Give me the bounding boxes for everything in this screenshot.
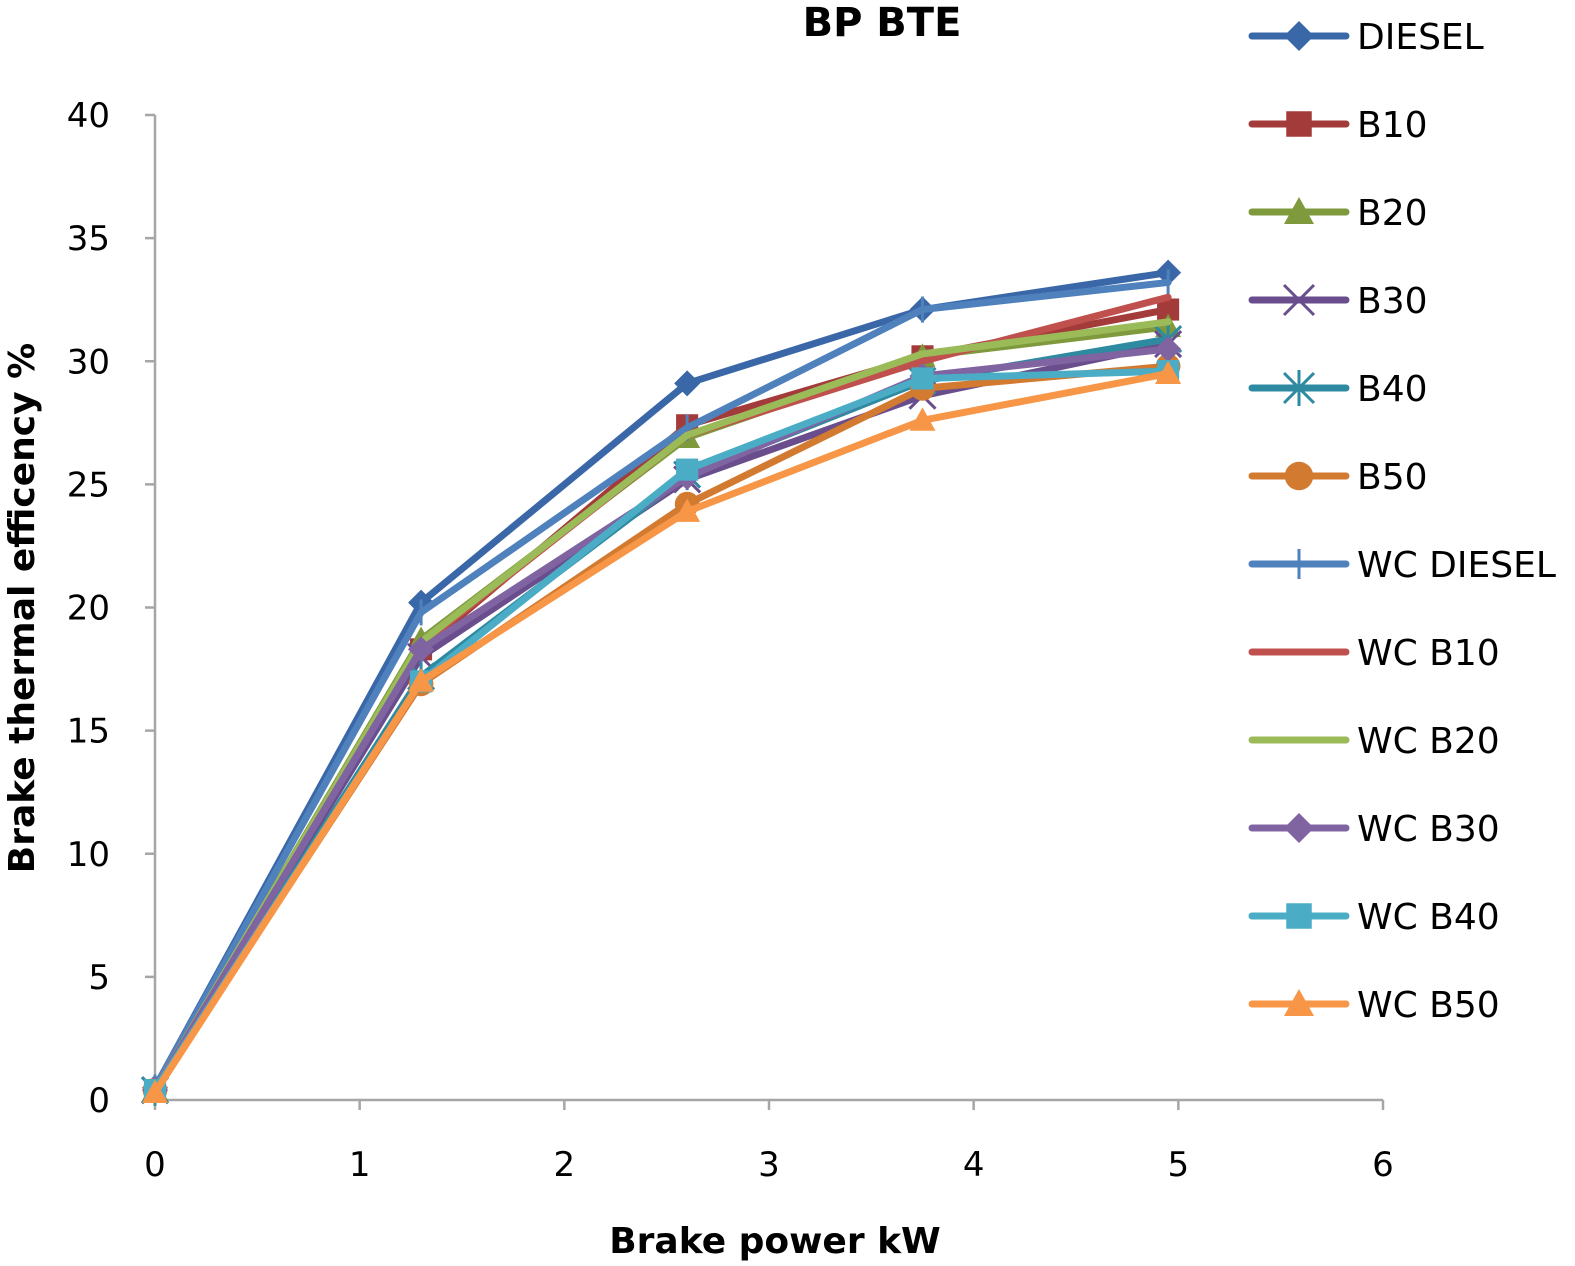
data-point [1155,335,1182,362]
data-point [1282,370,1316,406]
legend-item: B50 [1248,457,1428,498]
data-point [1284,21,1314,51]
legend-item: B40 [1248,369,1428,410]
y-tick-label: 5 [88,958,110,998]
y-tick-label: 0 [88,1081,110,1121]
series-line [151,367,1172,1094]
series-line [151,293,1172,1094]
data-point [408,668,435,692]
legend-label: B50 [1357,457,1428,498]
data-point [1284,197,1314,224]
legend-item: WC DIESEL [1248,545,1556,586]
data-point [1282,283,1316,317]
legend-label: B40 [1357,369,1428,410]
y-tick-label: 20 [67,589,110,629]
legend-item: B30 [1248,281,1428,322]
legend-label: B30 [1357,281,1428,322]
legend-label: WC B20 [1357,721,1500,762]
series-line [151,269,1172,1092]
y-tick-label: 40 [67,96,110,136]
legend-label: B20 [1357,193,1428,234]
legend-item: B10 [1248,105,1428,146]
x-axis-title: Brake power kW [609,1221,941,1262]
y-tick-label: 25 [67,465,110,505]
legend-item: B20 [1248,193,1428,234]
x-tick-label: 5 [1168,1145,1190,1185]
data-point [676,458,699,481]
series-line [151,362,1172,1094]
data-point [1284,989,1314,1016]
legend-item: WC B10 [1248,633,1500,674]
series-b10 [143,298,1180,1102]
y-axis-title: Brake thermal efficency % [2,343,43,873]
legend-item: WC B40 [1248,897,1500,938]
data-point [674,370,701,397]
series-line [151,306,1172,1094]
legend-item: WC B30 [1248,809,1500,850]
legend-label: WC B50 [1357,985,1500,1026]
data-point [142,1079,168,1104]
series-wc-b50 [142,360,1182,1104]
series-diesel [142,259,1182,1101]
x-tick-label: 1 [349,1145,371,1185]
legend-item: DIESEL [1248,17,1484,58]
data-point [1155,360,1182,384]
legend-label: WC B10 [1357,633,1500,674]
x-tick-label: 0 [144,1145,166,1185]
data-point [911,367,934,390]
y-tick-label: 10 [67,835,110,875]
x-tick-label: 6 [1372,1145,1394,1185]
y-tick-label: 30 [67,342,110,382]
legend-label: B10 [1357,105,1428,146]
series-wc-b40 [143,360,1180,1102]
x-tick-label: 3 [758,1145,780,1185]
data-point [1286,111,1312,137]
data-point [674,498,701,522]
data-point [909,407,936,431]
series-line [151,318,1172,1094]
legend: DIESEL B10 B20 B30 B40 B50 WC DIESEL WC B10 WC B… [1248,17,1556,1026]
data-point [1286,903,1312,929]
series-b40 [140,323,1183,1106]
series-line [151,370,1172,1097]
x-tick-label: 2 [554,1145,576,1185]
series-wc-b20 [151,318,1172,1094]
series-wc-b10 [151,293,1172,1094]
x-tick-label: 4 [963,1145,985,1185]
series-wc-diesel [151,269,1172,1101]
series-b20 [142,313,1182,1101]
legend-label: WC DIESEL [1357,545,1556,586]
data-point [1284,813,1314,843]
axes: 0 5 10 15 20 25 30 35 40 0 1 2 3 4 5 6 [67,96,1394,1185]
legend-label: WC B40 [1357,897,1500,938]
legend-item: WC B50 [1248,985,1500,1026]
legend-label: DIESEL [1357,17,1484,58]
data-point [408,636,435,663]
chart-title: BP BTE [803,0,962,46]
y-tick-label: 35 [67,219,110,259]
legend-item: WC B20 [1248,721,1500,762]
plot-area [140,259,1183,1106]
legend-label: WC B30 [1357,809,1500,850]
data-point [1157,298,1180,321]
series-b50 [142,353,1181,1103]
data-point [1284,461,1314,491]
y-tick-label: 15 [67,712,110,752]
